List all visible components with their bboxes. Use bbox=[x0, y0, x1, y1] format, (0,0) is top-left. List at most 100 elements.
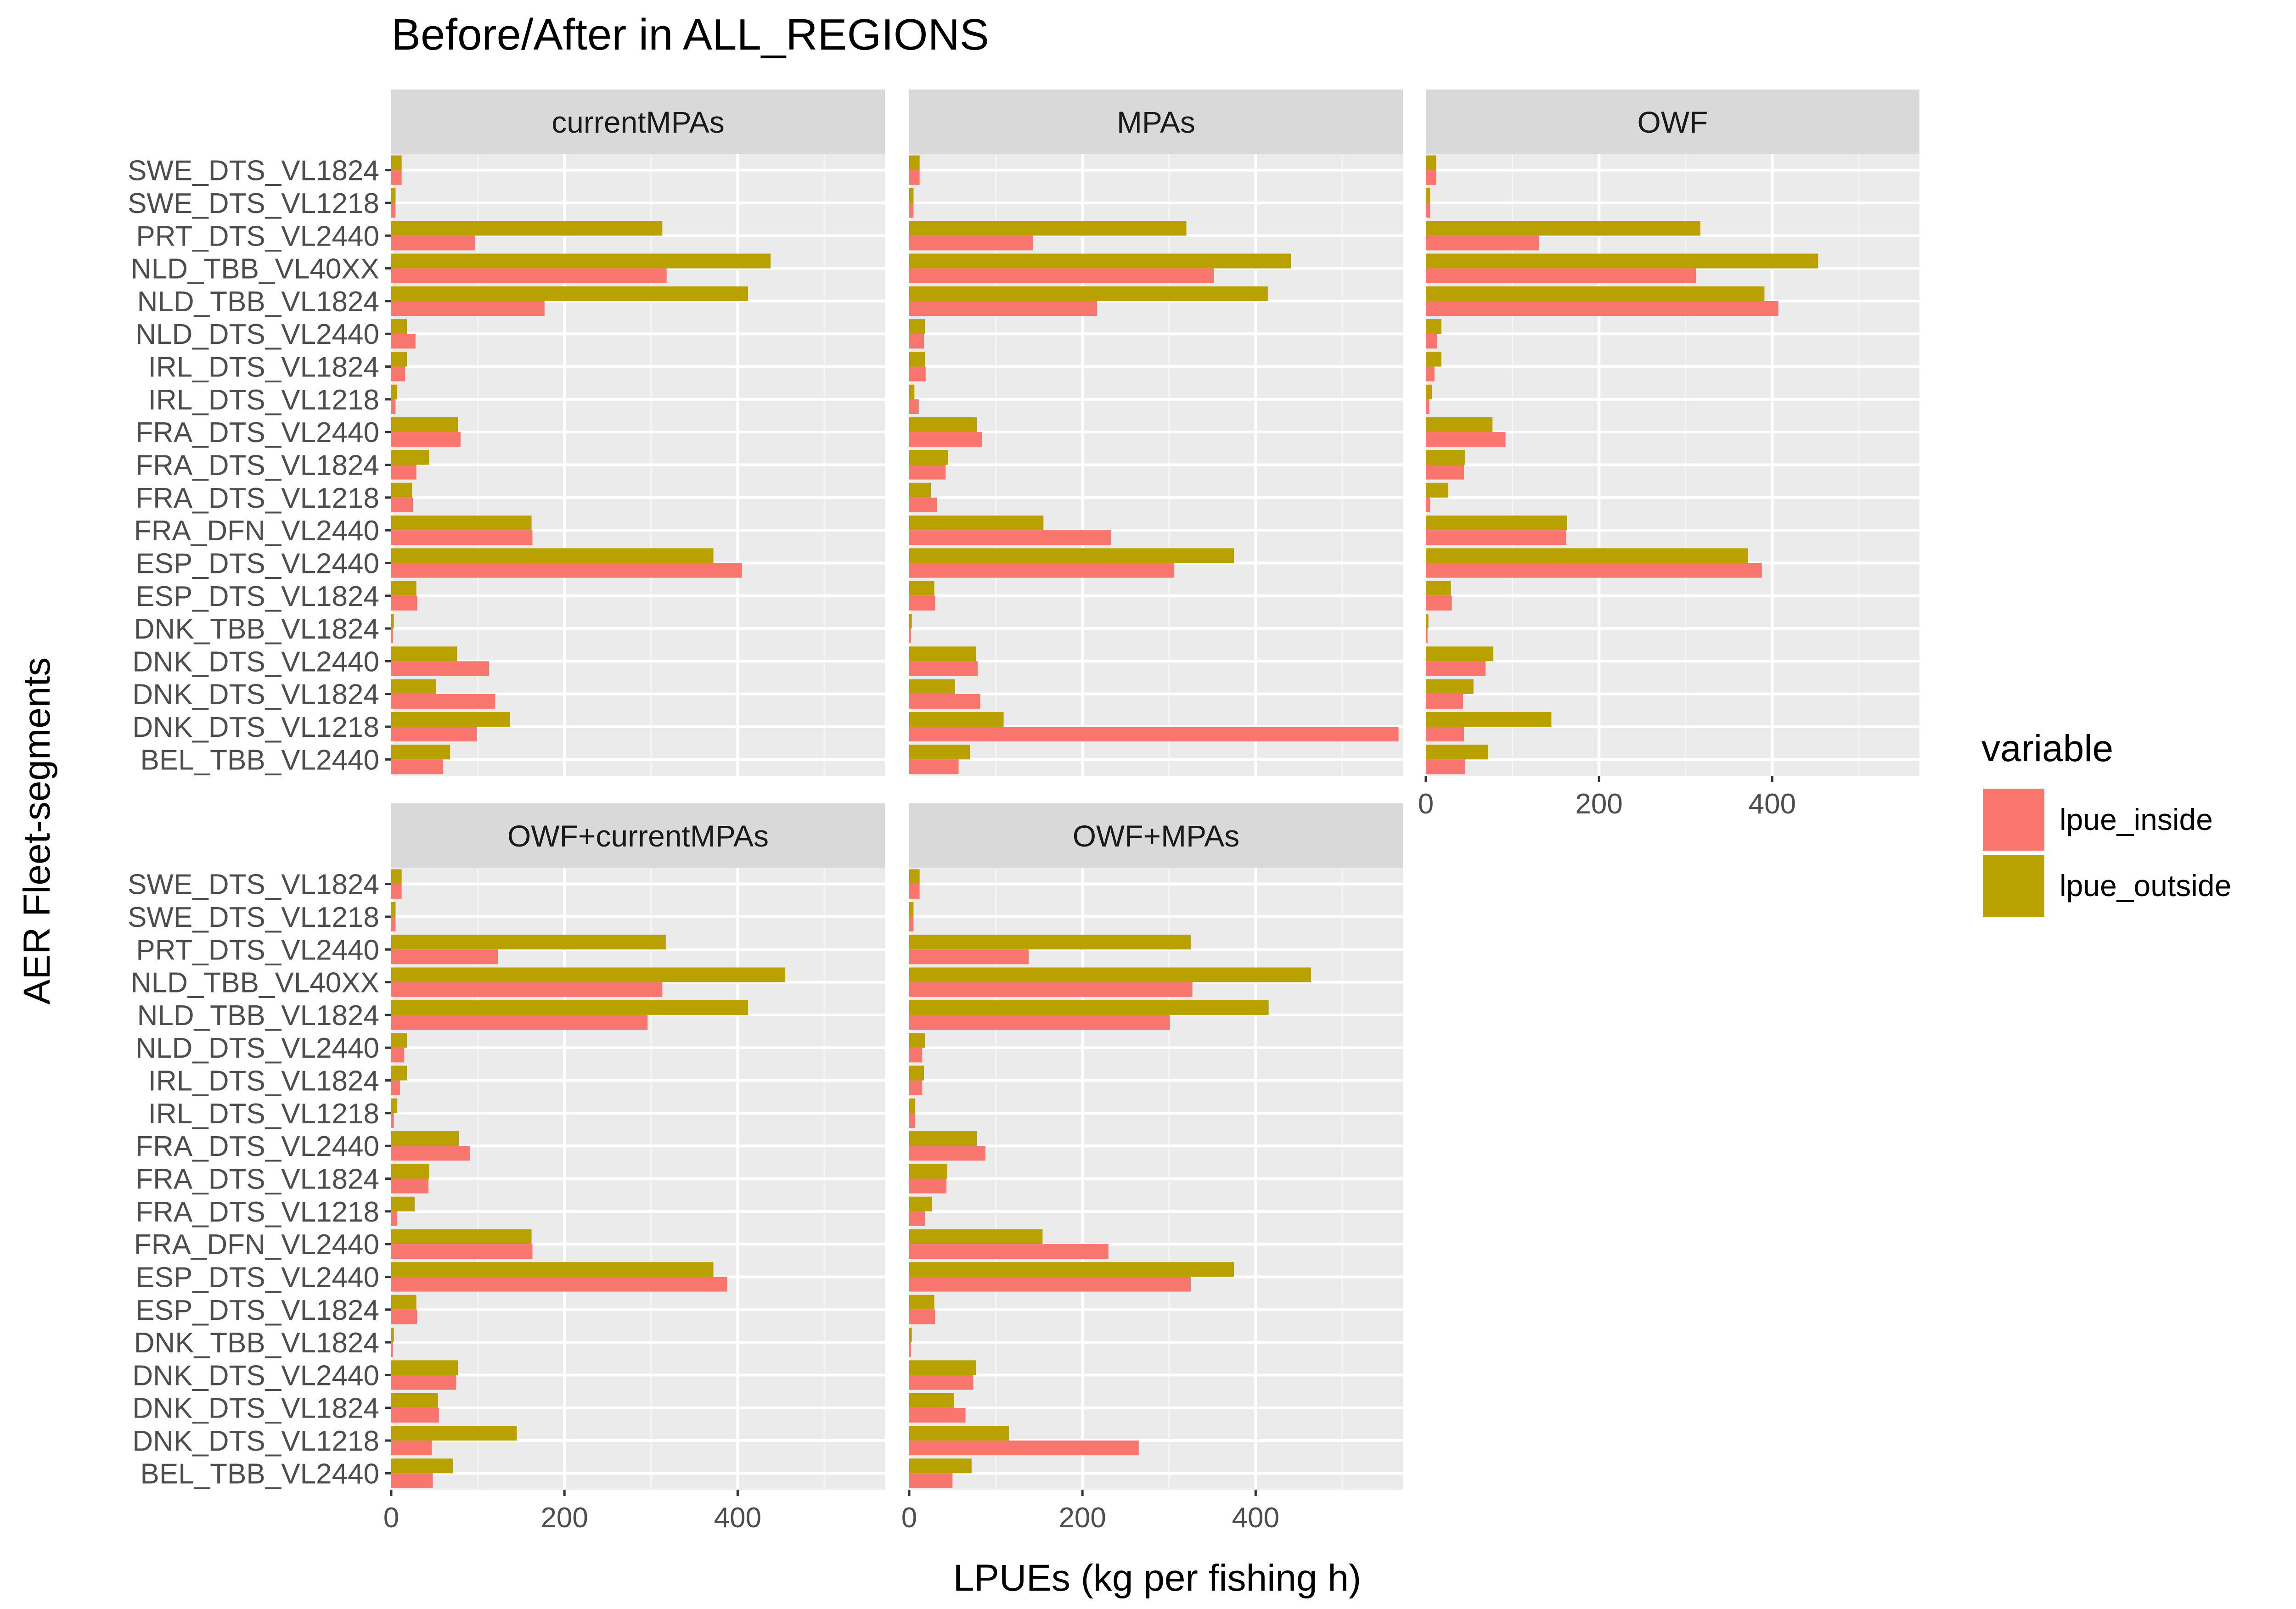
y-tick-label-irl-dts-vl1824: IRL_DTS_VL1824 bbox=[148, 352, 379, 383]
bar-lpue-outside-irl-dts-vl1218 bbox=[909, 384, 915, 399]
bar-lpue-inside-nld-dts-vl2440 bbox=[391, 1048, 405, 1063]
facet-strip-label: OWF bbox=[1638, 105, 1708, 139]
bar-lpue-inside-dnk-dts-vl1824 bbox=[391, 1407, 439, 1423]
bar-lpue-inside-nld-tbb-vl1824 bbox=[909, 301, 1097, 316]
bar-lpue-outside-dnk-tbb-vl1824 bbox=[909, 613, 912, 629]
facet-strip bbox=[391, 803, 885, 868]
bar-lpue-outside-nld-tbb-vl40xx bbox=[909, 967, 1311, 982]
bar-lpue-inside-dnk-tbb-vl1824 bbox=[391, 1342, 393, 1357]
bar-lpue-outside-nld-dts-vl2440 bbox=[391, 1033, 407, 1048]
bar-lpue-inside-dnk-dts-vl2440 bbox=[1426, 661, 1486, 676]
y-tick-label-nld-tbb-vl40xx: NLD_TBB_VL40XX bbox=[131, 967, 379, 999]
x-tick-label: 0 bbox=[383, 1502, 399, 1534]
bar-lpue-inside-irl-dts-vl1824 bbox=[1426, 366, 1435, 381]
bar-lpue-outside-esp-dts-vl2440 bbox=[391, 548, 714, 563]
bar-lpue-outside-nld-tbb-vl40xx bbox=[909, 253, 1291, 269]
bar-lpue-outside-prt-dts-vl2440 bbox=[909, 935, 1191, 950]
bar-lpue-outside-bel-tbb-vl2440 bbox=[391, 745, 450, 760]
y-tick-label-fra-dfn-vl2440: FRA_DFN_VL2440 bbox=[134, 515, 379, 547]
y-tick-label-swe-dts-vl1218: SWE_DTS_VL1218 bbox=[128, 902, 379, 933]
y-tick-label-esp-dts-vl1824: ESP_DTS_VL1824 bbox=[135, 581, 379, 612]
bar-lpue-outside-swe-dts-vl1824 bbox=[391, 155, 402, 170]
bar-lpue-outside-fra-dts-vl1218 bbox=[1426, 482, 1449, 498]
bar-lpue-outside-dnk-tbb-vl1824 bbox=[391, 1327, 394, 1343]
bar-lpue-inside-irl-dts-vl1824 bbox=[909, 1080, 923, 1095]
bar-lpue-inside-nld-dts-vl2440 bbox=[909, 1048, 923, 1063]
bar-lpue-inside-irl-dts-vl1824 bbox=[391, 366, 405, 381]
y-tick-label-nld-tbb-vl40xx: NLD_TBB_VL40XX bbox=[131, 253, 379, 285]
bar-lpue-inside-swe-dts-vl1218 bbox=[1426, 202, 1430, 218]
legend-label-lpue-outside: lpue_outside bbox=[2060, 869, 2231, 903]
bar-lpue-outside-fra-dts-vl1824 bbox=[909, 1164, 947, 1179]
bar-lpue-inside-esp-dts-vl1824 bbox=[391, 595, 417, 611]
y-tick-label-esp-dts-vl2440: ESP_DTS_VL2440 bbox=[135, 548, 379, 579]
bar-lpue-outside-dnk-dts-vl1824 bbox=[1426, 679, 1474, 694]
bar-lpue-outside-fra-dts-vl1824 bbox=[909, 450, 948, 465]
bar-lpue-inside-dnk-tbb-vl1824 bbox=[1426, 628, 1428, 644]
bar-lpue-inside-fra-dts-vl1824 bbox=[391, 1178, 429, 1194]
bar-lpue-outside-bel-tbb-vl2440 bbox=[909, 745, 970, 760]
bar-lpue-outside-esp-dts-vl1824 bbox=[391, 1295, 416, 1310]
bar-lpue-outside-dnk-dts-vl2440 bbox=[1426, 646, 1494, 662]
bar-lpue-inside-prt-dts-vl2440 bbox=[909, 949, 1029, 964]
y-axis-label: AER Fleet-segments bbox=[16, 657, 58, 1005]
bar-lpue-outside-fra-dts-vl1824 bbox=[391, 1164, 429, 1179]
bar-lpue-inside-irl-dts-vl1218 bbox=[391, 399, 396, 414]
bar-lpue-outside-dnk-dts-vl1824 bbox=[391, 1393, 438, 1408]
y-tick-label-swe-dts-vl1218: SWE_DTS_VL1218 bbox=[128, 188, 379, 219]
bar-lpue-outside-swe-dts-vl1824 bbox=[909, 869, 920, 884]
bar-lpue-outside-nld-tbb-vl1824 bbox=[909, 1000, 1269, 1015]
bar-lpue-inside-esp-dts-vl1824 bbox=[391, 1309, 417, 1324]
bar-lpue-inside-fra-dfn-vl2440 bbox=[391, 1244, 533, 1259]
y-tick-label-fra-dts-vl2440: FRA_DTS_VL2440 bbox=[135, 417, 379, 449]
bar-lpue-outside-esp-dts-vl1824 bbox=[1426, 581, 1451, 596]
y-tick-label-dnk-dts-vl1218: DNK_DTS_VL1218 bbox=[132, 1425, 379, 1457]
bar-lpue-outside-esp-dts-vl2440 bbox=[909, 1262, 1234, 1277]
bar-lpue-inside-irl-dts-vl1824 bbox=[391, 1080, 400, 1095]
bar-lpue-inside-esp-dts-vl2440 bbox=[391, 1277, 727, 1292]
x-tick-label: 400 bbox=[1232, 1502, 1279, 1534]
bar-lpue-outside-dnk-dts-vl1218 bbox=[391, 1425, 517, 1441]
y-tick-label-bel-tbb-vl2440: BEL_TBB_VL2440 bbox=[141, 1458, 380, 1490]
y-tick-label-esp-dts-vl1824: ESP_DTS_VL1824 bbox=[135, 1295, 379, 1326]
bar-lpue-inside-fra-dfn-vl2440 bbox=[391, 530, 533, 545]
bar-lpue-outside-irl-dts-vl1824 bbox=[391, 1065, 407, 1081]
bar-lpue-outside-dnk-tbb-vl1824 bbox=[1426, 613, 1429, 629]
bar-lpue-inside-esp-dts-vl2440 bbox=[909, 1277, 1191, 1292]
bar-lpue-inside-nld-dts-vl2440 bbox=[909, 334, 924, 349]
bar-lpue-inside-dnk-dts-vl2440 bbox=[909, 1375, 974, 1390]
facet-panel-currentmpas: currentMPAs SWE_DTS_VL1824SWE_DTS_VL1218P… bbox=[128, 90, 885, 776]
facet-panel-owf-mpas: OWF+MPAs 0 200 400 bbox=[901, 803, 1403, 1534]
bar-lpue-outside-esp-dts-vl1824 bbox=[909, 581, 934, 596]
bar-lpue-inside-irl-dts-vl1218 bbox=[909, 399, 919, 414]
bar-lpue-inside-fra-dfn-vl2440 bbox=[1426, 530, 1566, 545]
y-tick-label-dnk-tbb-vl1824: DNK_TBB_VL1824 bbox=[134, 1327, 379, 1359]
bar-lpue-inside-swe-dts-vl1824 bbox=[909, 170, 920, 185]
bar-lpue-outside-swe-dts-vl1218 bbox=[391, 902, 396, 917]
bar-lpue-outside-bel-tbb-vl2440 bbox=[909, 1458, 972, 1474]
bar-lpue-inside-fra-dts-vl1824 bbox=[909, 1178, 947, 1194]
x-tick-label: 400 bbox=[714, 1502, 761, 1534]
bar-lpue-inside-irl-dts-vl1218 bbox=[909, 1113, 916, 1128]
bar-lpue-inside-fra-dfn-vl2440 bbox=[909, 530, 1111, 545]
bar-lpue-inside-esp-dts-vl1824 bbox=[909, 1309, 935, 1324]
y-tick-label-prt-dts-vl2440: PRT_DTS_VL2440 bbox=[136, 934, 379, 966]
legend-swatch-lpue-outside bbox=[1983, 855, 2044, 917]
bar-lpue-outside-prt-dts-vl2440 bbox=[1426, 221, 1700, 236]
x-tick-label: 400 bbox=[1749, 788, 1796, 820]
y-tick-label-prt-dts-vl2440: PRT_DTS_VL2440 bbox=[136, 220, 379, 252]
y-tick-label-nld-tbb-vl1824: NLD_TBB_VL1824 bbox=[137, 286, 379, 318]
bar-lpue-outside-nld-tbb-vl40xx bbox=[391, 967, 786, 982]
bar-lpue-outside-irl-dts-vl1218 bbox=[909, 1098, 916, 1113]
x-axis-label: LPUEs (kg per fishing h) bbox=[953, 1557, 1362, 1599]
bar-lpue-outside-bel-tbb-vl2440 bbox=[391, 1458, 453, 1474]
bar-lpue-outside-fra-dts-vl1218 bbox=[391, 1196, 415, 1211]
bar-lpue-outside-irl-dts-vl1824 bbox=[1426, 352, 1441, 367]
facet-strip-label: MPAs bbox=[1117, 105, 1195, 139]
facet-panel-mpas: MPAs bbox=[908, 90, 1403, 776]
bar-lpue-outside-irl-dts-vl1218 bbox=[391, 384, 398, 399]
bar-lpue-inside-fra-dts-vl1218 bbox=[909, 497, 937, 512]
bar-lpue-inside-swe-dts-vl1824 bbox=[909, 884, 920, 899]
x-tick-label: 200 bbox=[1575, 788, 1622, 820]
